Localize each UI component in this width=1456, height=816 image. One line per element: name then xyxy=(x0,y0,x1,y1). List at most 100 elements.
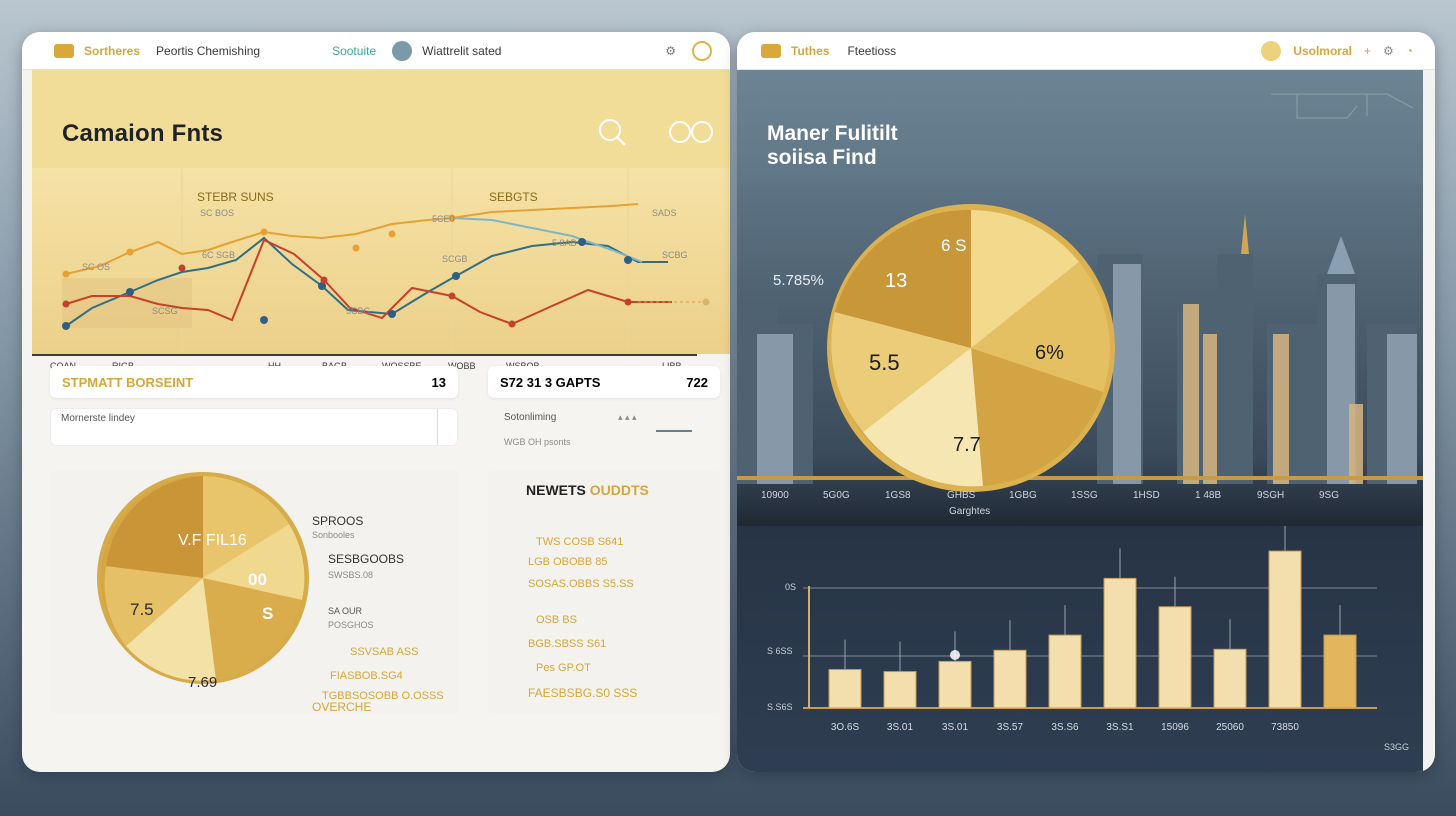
bar-x-label: 15096 xyxy=(1161,722,1189,733)
bar[interactable] xyxy=(1213,648,1247,709)
settings-icon[interactable]: ⚙ xyxy=(665,43,676,58)
toggle-icon[interactable] xyxy=(668,120,718,144)
news-line[interactable]: OSB BS xyxy=(536,614,577,626)
city-axis-tick: 9SG xyxy=(1319,490,1340,501)
status-label[interactable]: Sootuite xyxy=(332,43,377,58)
bar[interactable] xyxy=(1048,634,1082,709)
pie-label: 5.5 xyxy=(869,350,900,375)
pie-chart xyxy=(97,472,309,684)
kpi-value: 722 xyxy=(686,374,708,390)
row-label: Mornerste lindey xyxy=(61,413,135,424)
bell-icon[interactable]: ◔ xyxy=(1405,43,1413,58)
side-percent: 5.785% xyxy=(773,272,824,289)
chart-label-9: SCBG xyxy=(662,250,688,260)
notification-icon[interactable] xyxy=(692,40,712,61)
right-dashboard-panel: Tuthes Fteetioss Usolmoral + ⚙ ◔ Maner F… xyxy=(737,32,1435,772)
breadcrumb[interactable]: Peortis Chemishing xyxy=(156,43,261,58)
news-line[interactable]: BGB.SBSS S61 xyxy=(528,638,607,650)
big-pie-chart xyxy=(827,204,1115,492)
legend-item: POSGHOS xyxy=(328,620,374,630)
chart-label-11: SCSG xyxy=(152,306,178,316)
title-line-1: Maner Fulitilt xyxy=(767,122,898,145)
map-outline-icon xyxy=(1271,93,1414,119)
settings-icon[interactable]: ⚙ xyxy=(1382,43,1394,58)
bar-x-label: 73850 xyxy=(1271,722,1299,733)
bar-x-label: 3S.S6 xyxy=(1051,722,1079,733)
chart-label-4: 6C SGB xyxy=(202,250,236,260)
list-row-2[interactable]: Sotonliming ▴ ▴ ▴ xyxy=(488,408,720,432)
row-dots-icon: ▴ ▴ ▴ xyxy=(618,412,637,422)
news-line[interactable]: LGB OBOBB 85 xyxy=(528,556,608,568)
bar[interactable] xyxy=(828,669,862,709)
chart-label-3: SC BOS xyxy=(200,208,235,218)
pie-label: 6 S xyxy=(941,236,967,255)
city-skyline: 5.785% 6 S 13 5.5 6% 7.7 10900 5G0G 1GS8 GH… xyxy=(737,184,1423,526)
bar[interactable] xyxy=(993,649,1027,709)
kpi-value: 13 xyxy=(431,374,446,390)
city-axis-tick: 1SSG xyxy=(1071,490,1098,501)
user-label[interactable]: Wiattrelit sated xyxy=(422,43,502,58)
chart-label-6: SCGB xyxy=(442,254,468,264)
legend-item: TGBBSOSOBB O.OSSS xyxy=(322,690,444,702)
bar[interactable] xyxy=(938,660,972,709)
legend-item: Sonbooles xyxy=(312,530,355,540)
city-axis-tick: 5G0G xyxy=(823,490,850,501)
bar[interactable] xyxy=(1268,550,1302,709)
pie-label: 7.69 xyxy=(188,674,218,691)
list-row-1[interactable]: Mornerste lindey xyxy=(50,408,458,446)
status-label[interactable]: Usolmoral xyxy=(1293,43,1352,58)
legend-item: SSVSAB ASS xyxy=(350,646,419,658)
brand-logo-icon xyxy=(761,43,781,58)
city-axis-tick: 1GS8 xyxy=(885,490,911,501)
search-icon[interactable] xyxy=(598,118,628,148)
news-line[interactable]: SOSAS.OBBS S5.SS xyxy=(528,578,634,590)
city-axis-tick: 1HSD xyxy=(1133,490,1160,501)
legend-item: OVERCHE xyxy=(312,700,372,714)
chart-label-5: 5CE0 xyxy=(432,214,455,224)
y-tick: S.S6S xyxy=(767,702,793,712)
bar[interactable] xyxy=(1158,606,1192,709)
brand-name: Sortheres xyxy=(84,43,141,58)
news-line[interactable]: Pes GP.OT xyxy=(536,662,591,674)
pie-card: V.F FIL16 00 7.5 S 7.69 SPROOS Sonbooles… xyxy=(50,470,458,714)
bar[interactable] xyxy=(1103,577,1137,709)
pie-label: 13 xyxy=(885,270,908,292)
corner-label: S3GG xyxy=(1383,742,1409,752)
left-topbar: Sortheres Peortis Chemishing Sootuite Wi… xyxy=(22,32,730,70)
title-line-2: soiisa Find xyxy=(767,146,877,169)
kpi-card-1[interactable]: STPMATT BORSEINT 13 xyxy=(50,366,458,398)
avatar[interactable] xyxy=(392,40,413,61)
city-caption: Garghtes xyxy=(949,506,991,517)
city-axis-tick: GHBS xyxy=(947,490,976,501)
city-axis: 10900 5G0G 1GS8 GHBS 1GBG 1SSG 1HSD 1 48B 9SGH 9S… xyxy=(761,490,1411,504)
pie-label: 00 xyxy=(248,570,267,589)
legend-item: SWSBS.08 xyxy=(328,570,374,580)
news-line[interactable]: TWS COSB S641 xyxy=(536,536,624,548)
bar-x-label: 3S.S1 xyxy=(1106,722,1134,733)
bar[interactable] xyxy=(1323,634,1357,709)
kpi-card-2[interactable]: S72 31 3 GAPTS 722 xyxy=(488,366,720,398)
chart-label-10: SC OS xyxy=(82,262,111,272)
chart-label-8: SADS xyxy=(652,208,677,218)
chart-label-1: STEBR SUNS xyxy=(197,190,274,204)
avatar[interactable] xyxy=(1261,40,1282,61)
bar[interactable] xyxy=(883,671,917,709)
bar-x-label: 25060 xyxy=(1216,722,1244,733)
right-header: Maner Fulitilt soiisa Find xyxy=(737,70,1423,184)
y-tick: 0S xyxy=(785,582,797,592)
highlight-dot xyxy=(950,650,960,660)
line-chart: STEBR SUNS SEBGTS SC BOS 6C SGB 5CE0 SCG… xyxy=(32,168,730,354)
bar-x-label: 3S.01 xyxy=(887,722,914,733)
city-axis-tick: 1GBG xyxy=(1009,490,1037,501)
pie-label: V.F FIL16 xyxy=(178,532,247,549)
right-topbar: Tuthes Fteetioss Usolmoral + ⚙ ◔ xyxy=(737,32,1435,70)
breadcrumb[interactable]: Fteetioss xyxy=(847,43,897,58)
add-icon[interactable]: + xyxy=(1363,43,1371,58)
news-line[interactable]: FAESBSBG.S0 SSS xyxy=(528,686,638,700)
chart-label-7: 5 8AB xyxy=(552,238,577,248)
news-title: NEWETS xyxy=(526,482,586,498)
pie-label: S xyxy=(262,604,274,623)
city-axis-tick: 9SGH xyxy=(1257,490,1285,501)
news-subtitle: OUDDTS xyxy=(589,482,649,498)
brand-logo-icon xyxy=(54,43,74,58)
